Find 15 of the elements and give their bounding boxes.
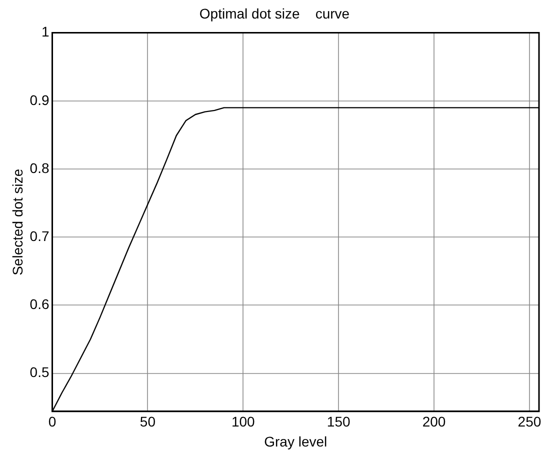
y-tick-label: 0.6 xyxy=(30,296,50,312)
y-tick-label: 0.8 xyxy=(30,160,50,176)
y-axis-title: Selected dot size xyxy=(9,168,26,276)
x-tick-label: 250 xyxy=(518,414,542,430)
x-axis-title: Gray level xyxy=(264,433,328,450)
x-tick-label: 0 xyxy=(48,414,56,430)
y-tick-label: 0.7 xyxy=(30,228,50,244)
y-tick-label: 1 xyxy=(41,24,50,40)
x-tick-label: 200 xyxy=(422,414,446,430)
x-tick-label: 50 xyxy=(140,414,156,430)
x-tick-label: 150 xyxy=(326,414,350,430)
x-tick-label: 100 xyxy=(231,414,256,430)
y-tick-label: 0.5 xyxy=(30,364,50,380)
chart-title: Optimal dot size curve xyxy=(199,5,350,22)
y-tick-label: 0.9 xyxy=(30,92,50,108)
